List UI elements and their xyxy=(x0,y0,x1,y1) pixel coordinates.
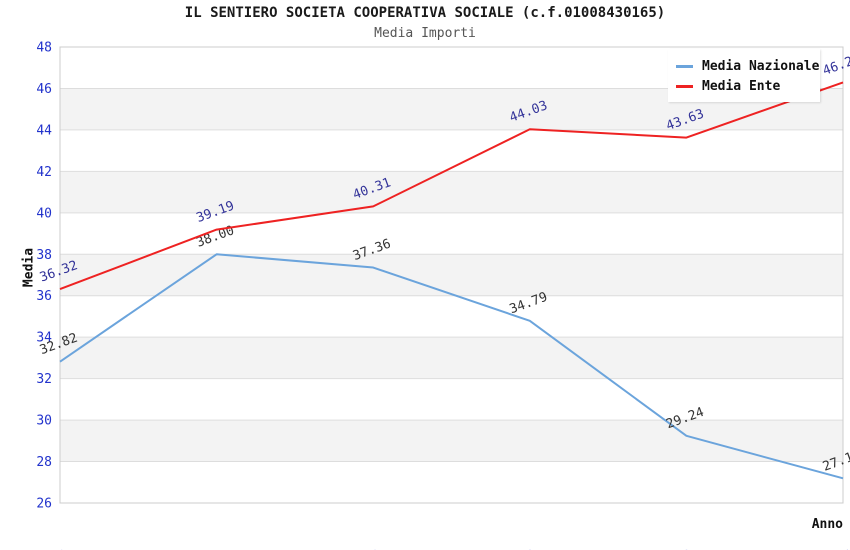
legend-item-media-ente: Media Ente xyxy=(676,76,812,96)
y-tick-label: 38 xyxy=(36,248,52,263)
legend-label-media-ente: Media Ente xyxy=(702,78,781,94)
y-tick-label: 26 xyxy=(36,497,52,512)
plot-border xyxy=(59,46,844,504)
plot-band xyxy=(60,171,843,213)
y-tick-label: 30 xyxy=(36,414,52,429)
x-axis-title: Anno xyxy=(811,517,843,532)
y-tick-label: 42 xyxy=(36,165,52,180)
y-tick-label: 36 xyxy=(36,289,52,304)
legend: Media Nazionale Media Ente xyxy=(668,49,820,102)
y-tick-label: 34 xyxy=(36,331,52,346)
series-line-media-ente xyxy=(59,81,844,291)
legend-label-media-nazionale: Media Nazionale xyxy=(702,58,820,74)
y-axis-title: Media xyxy=(21,247,37,288)
y-tick-label: 44 xyxy=(36,123,52,138)
chart-subtitle: Media Importi xyxy=(374,26,476,41)
plot-band xyxy=(60,378,843,421)
y-tick-label: 48 xyxy=(36,41,52,56)
plot-band xyxy=(60,254,843,296)
y-tick-label: 46 xyxy=(36,82,52,97)
plot-band xyxy=(60,295,843,338)
plot-band xyxy=(60,212,843,255)
legend-swatch-red-line-icon xyxy=(676,84,693,88)
legend-swatch-blue-line-icon xyxy=(676,64,693,68)
y-tick-label: 28 xyxy=(36,455,52,470)
series-line-media-nazionale xyxy=(59,253,844,480)
chart-title: IL SENTIERO SOCIETA COOPERATIVA SOCIALE … xyxy=(184,5,666,21)
legend-item-media-nazionale: Media Nazionale xyxy=(676,56,819,76)
y-tick-label: 32 xyxy=(36,372,52,387)
plot-band xyxy=(60,420,843,462)
plot-band xyxy=(60,337,843,379)
plot-band xyxy=(60,129,843,172)
plot-band xyxy=(60,461,843,503)
y-tick-label: 40 xyxy=(36,206,52,221)
